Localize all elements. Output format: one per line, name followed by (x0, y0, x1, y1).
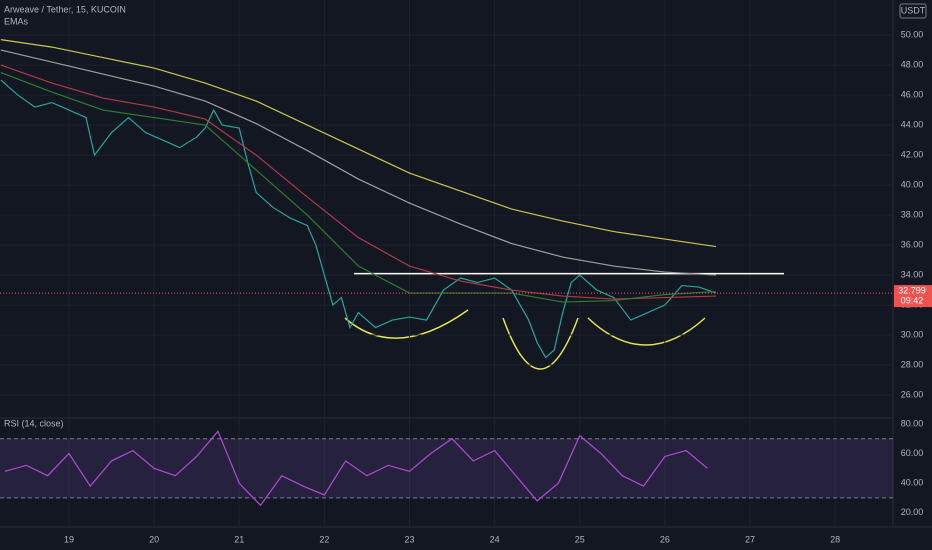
y-tick-label: 48.00 (901, 59, 924, 69)
currency[interactable]: USDT (901, 5, 926, 15)
last-price-label: 32.799 (898, 285, 926, 295)
x-tick-label: 28 (830, 534, 840, 544)
series-line (0, 39, 717, 248)
y-tick-label: 40.00 (901, 477, 924, 487)
pattern-arc (344, 309, 469, 339)
pattern-arc (502, 317, 579, 370)
y-tick-label: 40.00 (901, 179, 924, 189)
y-tick-label: 30.00 (901, 329, 924, 339)
y-tick-label: 26.00 (901, 389, 924, 399)
x-tick-label: 27 (745, 534, 755, 544)
x-tick-label: 19 (64, 534, 74, 544)
y-tick-label: 28.00 (901, 359, 924, 369)
series-line (0, 72, 716, 303)
chart-title: Arweave / Tether, 15, KUCOIN (4, 4, 126, 14)
x-tick-label: 22 (319, 534, 329, 544)
rsi-band (0, 438, 893, 498)
y-tick-label: 50.00 (901, 29, 924, 39)
series-line (4, 430, 708, 507)
currency-box[interactable] (899, 3, 927, 19)
x-tick-label: 24 (490, 534, 500, 544)
y-tick-label: 38.00 (901, 209, 924, 219)
series-line (0, 79, 717, 359)
series-line (0, 64, 716, 300)
x-tick-label: 21 (234, 534, 244, 544)
y-tick-label: 46.00 (901, 89, 924, 99)
y-tick-label: 80.00 (901, 418, 924, 428)
last-price-box (894, 285, 932, 308)
y-tick-label: 34.00 (901, 269, 924, 279)
x-tick-label: 20 (149, 534, 159, 544)
y-tick-label: 20.00 (901, 507, 924, 517)
y-tick-label: 44.00 (901, 119, 924, 129)
y-tick-label: 60.00 (901, 448, 924, 458)
y-tick-label: 42.00 (901, 149, 924, 159)
y-tick-label: 36.00 (901, 239, 924, 249)
x-tick-label: 23 (404, 534, 414, 544)
countdown: 09:42 (901, 295, 924, 305)
rsi-title: RSI (14, close) (4, 418, 64, 428)
series-line (0, 49, 716, 276)
x-tick-label: 25 (575, 534, 585, 544)
indicator-label: EMAs (4, 16, 29, 26)
x-tick-label: 26 (660, 534, 670, 544)
pattern-arc (587, 317, 706, 346)
